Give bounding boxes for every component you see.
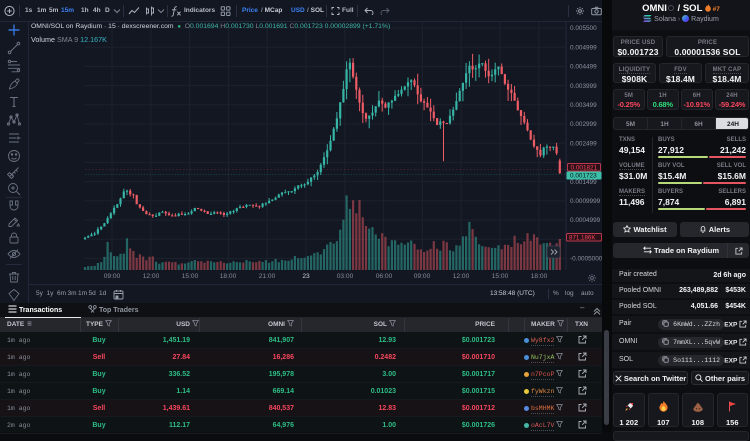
svg-text:0.001499: 0.001499	[570, 179, 597, 186]
svg-text:0.003499: 0.003499	[570, 102, 597, 109]
svg-text:0.0004999: 0.0004999	[570, 217, 601, 224]
svg-text:0.003999: 0.003999	[570, 83, 597, 90]
svg-text:0.002999: 0.002999	[570, 121, 597, 128]
svg-text:-0.0005000: -0.0005000	[570, 256, 602, 263]
svg-text:871.186K: 871.186K	[569, 235, 596, 242]
svg-text:0.002499: 0.002499	[570, 140, 597, 147]
svg-text:0.001723: 0.001723	[570, 173, 597, 180]
svg-text:0.004499: 0.004499	[570, 64, 597, 71]
svg-text:0.004999: 0.004999	[570, 44, 597, 51]
svg-text:0.005500: 0.005500	[570, 25, 597, 32]
svg-text:0.0009999: 0.0009999	[570, 198, 601, 205]
svg-text:0.001821: 0.001821	[571, 164, 598, 171]
